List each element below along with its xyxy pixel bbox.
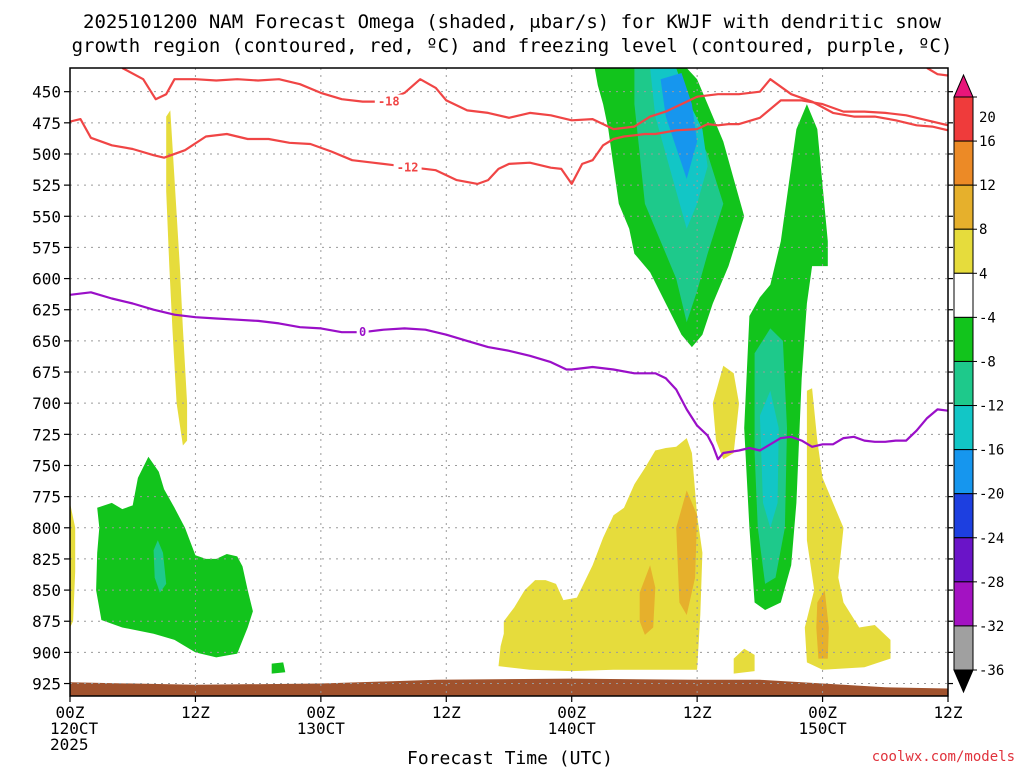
dgz-minus12-label: -12 (397, 161, 419, 175)
rising-left-core (153, 540, 167, 593)
colorbar-bin (953, 272, 974, 318)
colorbar-bin (953, 493, 974, 539)
colorbar-tick-label: -16 (979, 443, 1004, 459)
surface-terrain (70, 678, 948, 696)
dgz-minus12-label-bg (393, 160, 422, 175)
colorbar-tick-label: -32 (979, 619, 1004, 635)
colorbar-tick-label: -36 (979, 663, 1004, 679)
y-tick-label: 750 (32, 456, 61, 475)
colorbar-tick-label: 20 (979, 110, 996, 126)
y-tick-label: 525 (32, 176, 61, 195)
sinking-day2-core (676, 490, 698, 615)
y-tick-label: 675 (32, 363, 61, 382)
x-axis-label: Forecast Time (UTC) (407, 748, 613, 768)
colorbar: 20 16 12 8 4 -4 -8 -12 -16 -20 -24 -28 -32 -36 (953, 73, 1004, 694)
x-tick-label: 12Z (683, 703, 712, 722)
dgz-minus18-label-bg (374, 94, 403, 109)
colorbar-bin (953, 625, 974, 671)
colorbar-tick-label: 8 (979, 222, 987, 238)
rising-day3-core (759, 390, 779, 528)
contours (70, 68, 948, 461)
y-tick-label: 850 (32, 581, 61, 600)
freezing-0-label: 0 (359, 325, 366, 339)
colorbar-tick-label: 4 (979, 266, 987, 282)
y-tick-label: 875 (32, 612, 61, 631)
colorbar-bin (953, 581, 974, 627)
sinking-day3-small (733, 648, 755, 674)
axes: 450 475 500 525 550 575 600 625 650 675 700 725 750 7… (32, 67, 963, 754)
y-tick-label: 700 (32, 394, 61, 413)
x-tick-label: 130CT (297, 719, 346, 738)
colorbar-bin (953, 405, 974, 451)
y-tick-label: 775 (32, 488, 61, 507)
y-tick-label: 500 (32, 145, 61, 164)
colorbar-tick-label: -8 (979, 354, 996, 370)
x-tick-label: 150CT (798, 719, 847, 738)
colorbar-tick-label: -28 (979, 575, 1004, 591)
colorbar-bottom-arrow (953, 669, 974, 694)
surface-terrain (70, 678, 948, 696)
y-tick-label: 725 (32, 425, 61, 444)
sinking-day3-edge (804, 388, 891, 670)
chart-title-line2: growth region (contoured, red, ºC) and f… (72, 35, 953, 57)
colorbar-tick-label: -24 (979, 531, 1004, 547)
y-tick-label: 475 (32, 114, 61, 133)
y-tick-label: 550 (32, 207, 61, 226)
y-tick-label: 800 (32, 519, 61, 538)
plot-frame (69, 67, 949, 697)
contour-labels: -18 -12 0 (356, 94, 422, 340)
x-tick-label: 12Z (934, 703, 963, 722)
colorbar-tick-label: 12 (979, 178, 996, 194)
x-tick-label: 12Z (181, 703, 210, 722)
rising-day2-max (660, 73, 698, 179)
y-tick-label: 825 (32, 550, 61, 569)
colorbar-bin (953, 184, 974, 230)
x-tick-label: 120CT (50, 719, 99, 738)
colorbar-bin (953, 140, 974, 186)
freezing-0 (70, 291, 948, 461)
y-tick-label: 650 (32, 332, 61, 351)
y-tick-label: 925 (32, 675, 61, 694)
colorbar-tick-label: -12 (979, 399, 1004, 415)
dgz-minus18 (121, 68, 948, 132)
y-tick-label: 575 (32, 238, 61, 257)
sinking-left-edge (70, 502, 76, 628)
credit-link[interactable]: coolwx.com/models (872, 749, 1015, 765)
colorbar-tick-label: -20 (979, 487, 1004, 503)
x-tick-label: 00Z (56, 703, 85, 722)
y-tick-label: 900 (32, 643, 61, 662)
x-tick-label: 00Z (306, 703, 335, 722)
omega-shading (70, 68, 891, 674)
x-tick-label: 00Z (808, 703, 837, 722)
x-tick-label: 140CT (548, 719, 597, 738)
freezing-0-label-bg (356, 325, 369, 340)
sinking-day2-mid (639, 565, 656, 635)
y-tick-label: 625 (32, 301, 61, 320)
rising-left-outer (96, 456, 253, 658)
y-tick-label: 450 (32, 83, 61, 102)
dgz-minus18-tr (926, 68, 948, 77)
dgz-minus18-label: -18 (378, 95, 400, 109)
x-tick-label: 2025 (50, 735, 89, 754)
colorbar-bin (953, 316, 974, 362)
colorbar-bin (953, 537, 974, 583)
x-tick-label: 12Z (432, 703, 461, 722)
colorbar-bin (953, 96, 974, 142)
sinking-column (166, 110, 188, 446)
sinking-day3-core (816, 590, 829, 659)
x-tick-label: 00Z (557, 703, 586, 722)
dgz-minus12 (70, 99, 948, 185)
colorbar-tick-label: 16 (979, 134, 996, 150)
colorbar-bin (953, 360, 974, 407)
colorbar-tick-label: -4 (979, 310, 996, 326)
y-tick-label: 600 (32, 270, 61, 289)
sinking-day2-upper (712, 365, 739, 460)
colorbar-bin (953, 449, 974, 495)
rising-small-blob (271, 662, 286, 674)
colorbar-bin (953, 228, 974, 274)
chart-title-line1: 2025101200 NAM Forecast Omega (shaded, μ… (83, 11, 941, 33)
